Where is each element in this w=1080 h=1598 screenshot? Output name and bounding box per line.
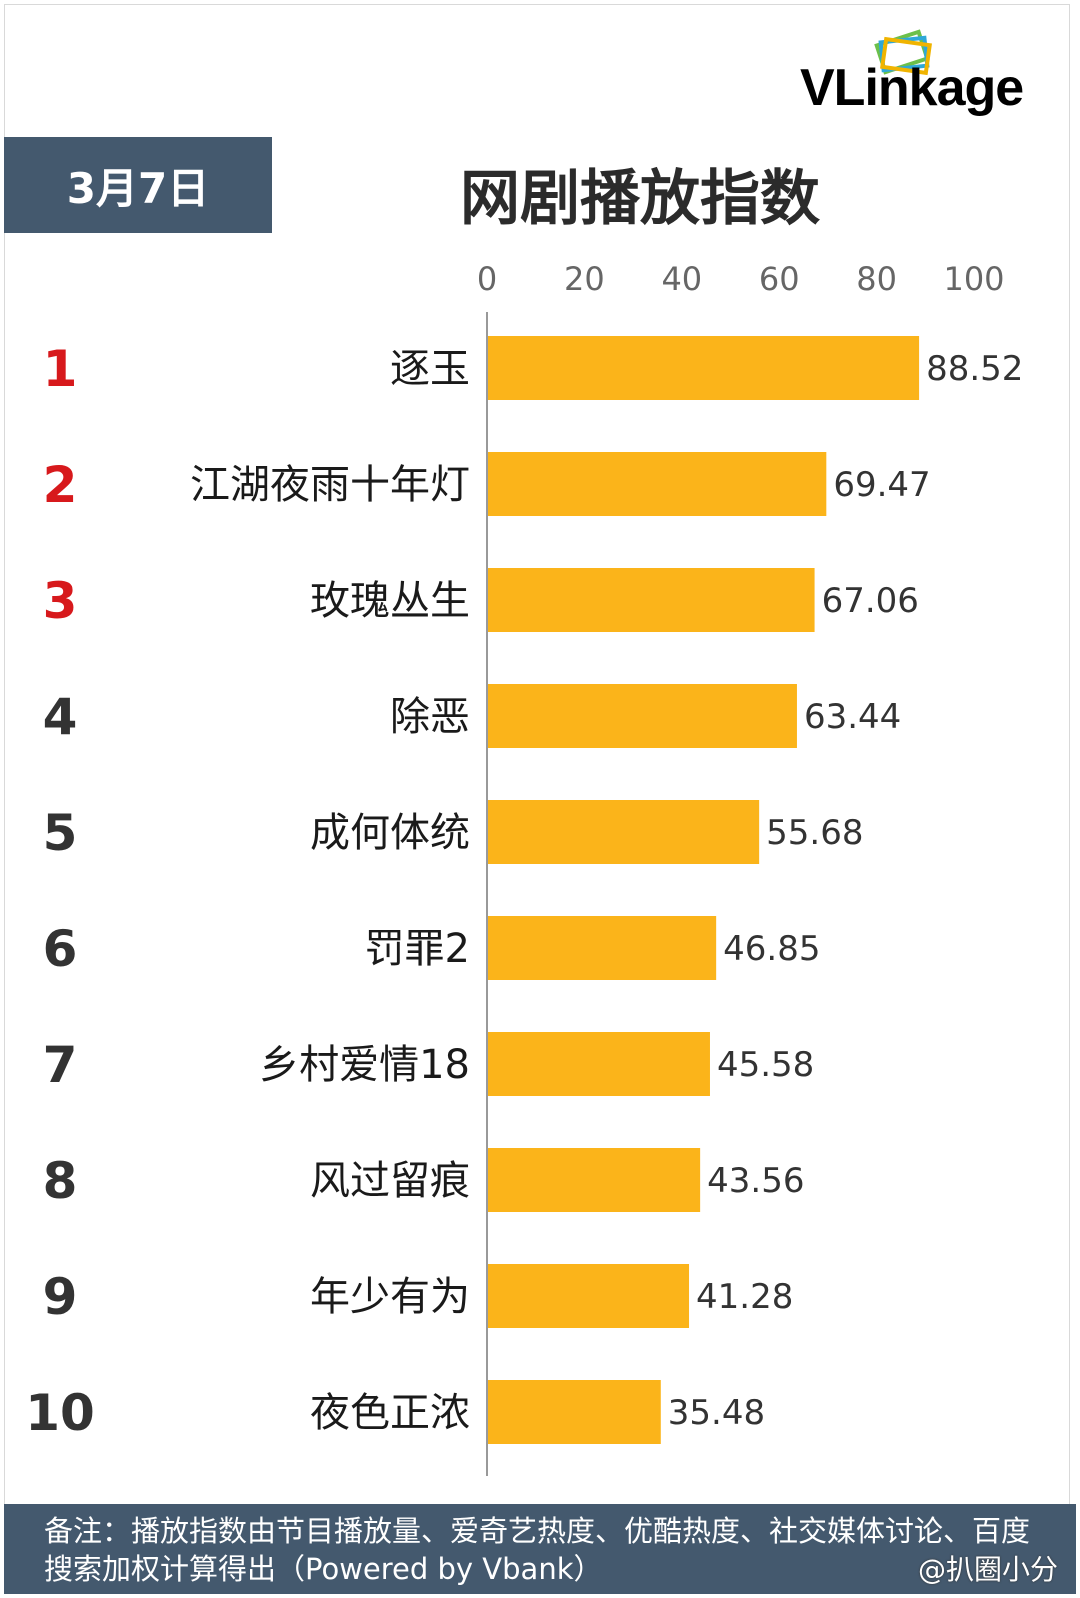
rank-label: 4 — [43, 688, 78, 746]
rank-label: 5 — [43, 804, 78, 862]
x-tick-label: 40 — [661, 260, 702, 298]
category-label: 乡村爱情18 — [259, 1042, 470, 1088]
x-tick-label: 20 — [564, 260, 605, 298]
category-label: 夜色正浓 — [310, 1390, 470, 1436]
bar — [488, 452, 827, 516]
rank-label: 9 — [43, 1268, 78, 1326]
rank-label: 6 — [43, 920, 78, 978]
value-label: 41.28 — [696, 1277, 793, 1317]
bar — [488, 1032, 710, 1096]
rank-label: 10 — [25, 1384, 95, 1442]
category-label: 成何体统 — [310, 810, 470, 856]
footer-note: 备注：播放指数由节目播放量、爱奇艺热度、优酷热度、社交媒体讨论、百度搜索加权计算… — [4, 1504, 1076, 1594]
value-label: 46.85 — [723, 929, 820, 969]
bar — [488, 1264, 690, 1328]
watermark: @扒圈小分 — [917, 1553, 1058, 1586]
footer-note-text: 备注：播放指数由节目播放量、爱奇艺热度、优酷热度、社交媒体讨论、百度搜索加权计算… — [44, 1514, 1031, 1586]
date-badge: 3月7日 — [4, 137, 272, 233]
x-tick-label: 60 — [759, 260, 800, 298]
value-label: 63.44 — [804, 697, 901, 737]
category-label: 玫瑰丛生 — [310, 578, 470, 624]
category-label: 年少有为 — [310, 1274, 470, 1320]
bar — [488, 1380, 661, 1444]
bar — [488, 684, 797, 748]
bar — [488, 568, 815, 632]
value-label: 55.68 — [766, 813, 863, 853]
date-label: 3月7日 — [66, 163, 210, 213]
value-label: 43.56 — [707, 1161, 804, 1201]
bar-chart: 0 20 40 60 80 100 88.52 逐玉 1 69.47 江湖夜雨十年灯 2 67.06 玫瑰… — [25, 260, 1023, 1476]
logo-text: VLinkage — [800, 59, 1024, 117]
rank-label: 2 — [43, 456, 78, 514]
rank-label: 8 — [43, 1152, 78, 1210]
x-tick-label: 100 — [943, 260, 1004, 298]
value-label: 67.06 — [822, 581, 919, 621]
value-label: 88.52 — [926, 349, 1023, 389]
category-label: 除恶 — [390, 694, 470, 740]
bar — [488, 336, 920, 400]
bar — [488, 916, 717, 980]
vlinkage-logo: VLinkage — [800, 28, 1050, 118]
x-tick-label: 0 — [477, 260, 497, 298]
category-label: 罚罪2 — [365, 926, 470, 972]
bar — [488, 1148, 701, 1212]
x-tick-label: 80 — [856, 260, 897, 298]
category-label: 江湖夜雨十年灯 — [190, 462, 470, 508]
value-label: 45.58 — [717, 1045, 814, 1085]
chart-title: 网剧播放指数 — [460, 164, 820, 234]
value-label: 69.47 — [833, 465, 930, 505]
rank-label: 7 — [43, 1036, 78, 1094]
rank-label: 3 — [43, 572, 78, 630]
category-label: 风过留痕 — [310, 1158, 470, 1204]
logo-cards-icon — [874, 29, 932, 76]
value-label: 35.48 — [668, 1393, 765, 1433]
bar — [488, 800, 760, 864]
category-label: 逐玉 — [390, 346, 470, 392]
rank-label: 1 — [43, 340, 78, 398]
